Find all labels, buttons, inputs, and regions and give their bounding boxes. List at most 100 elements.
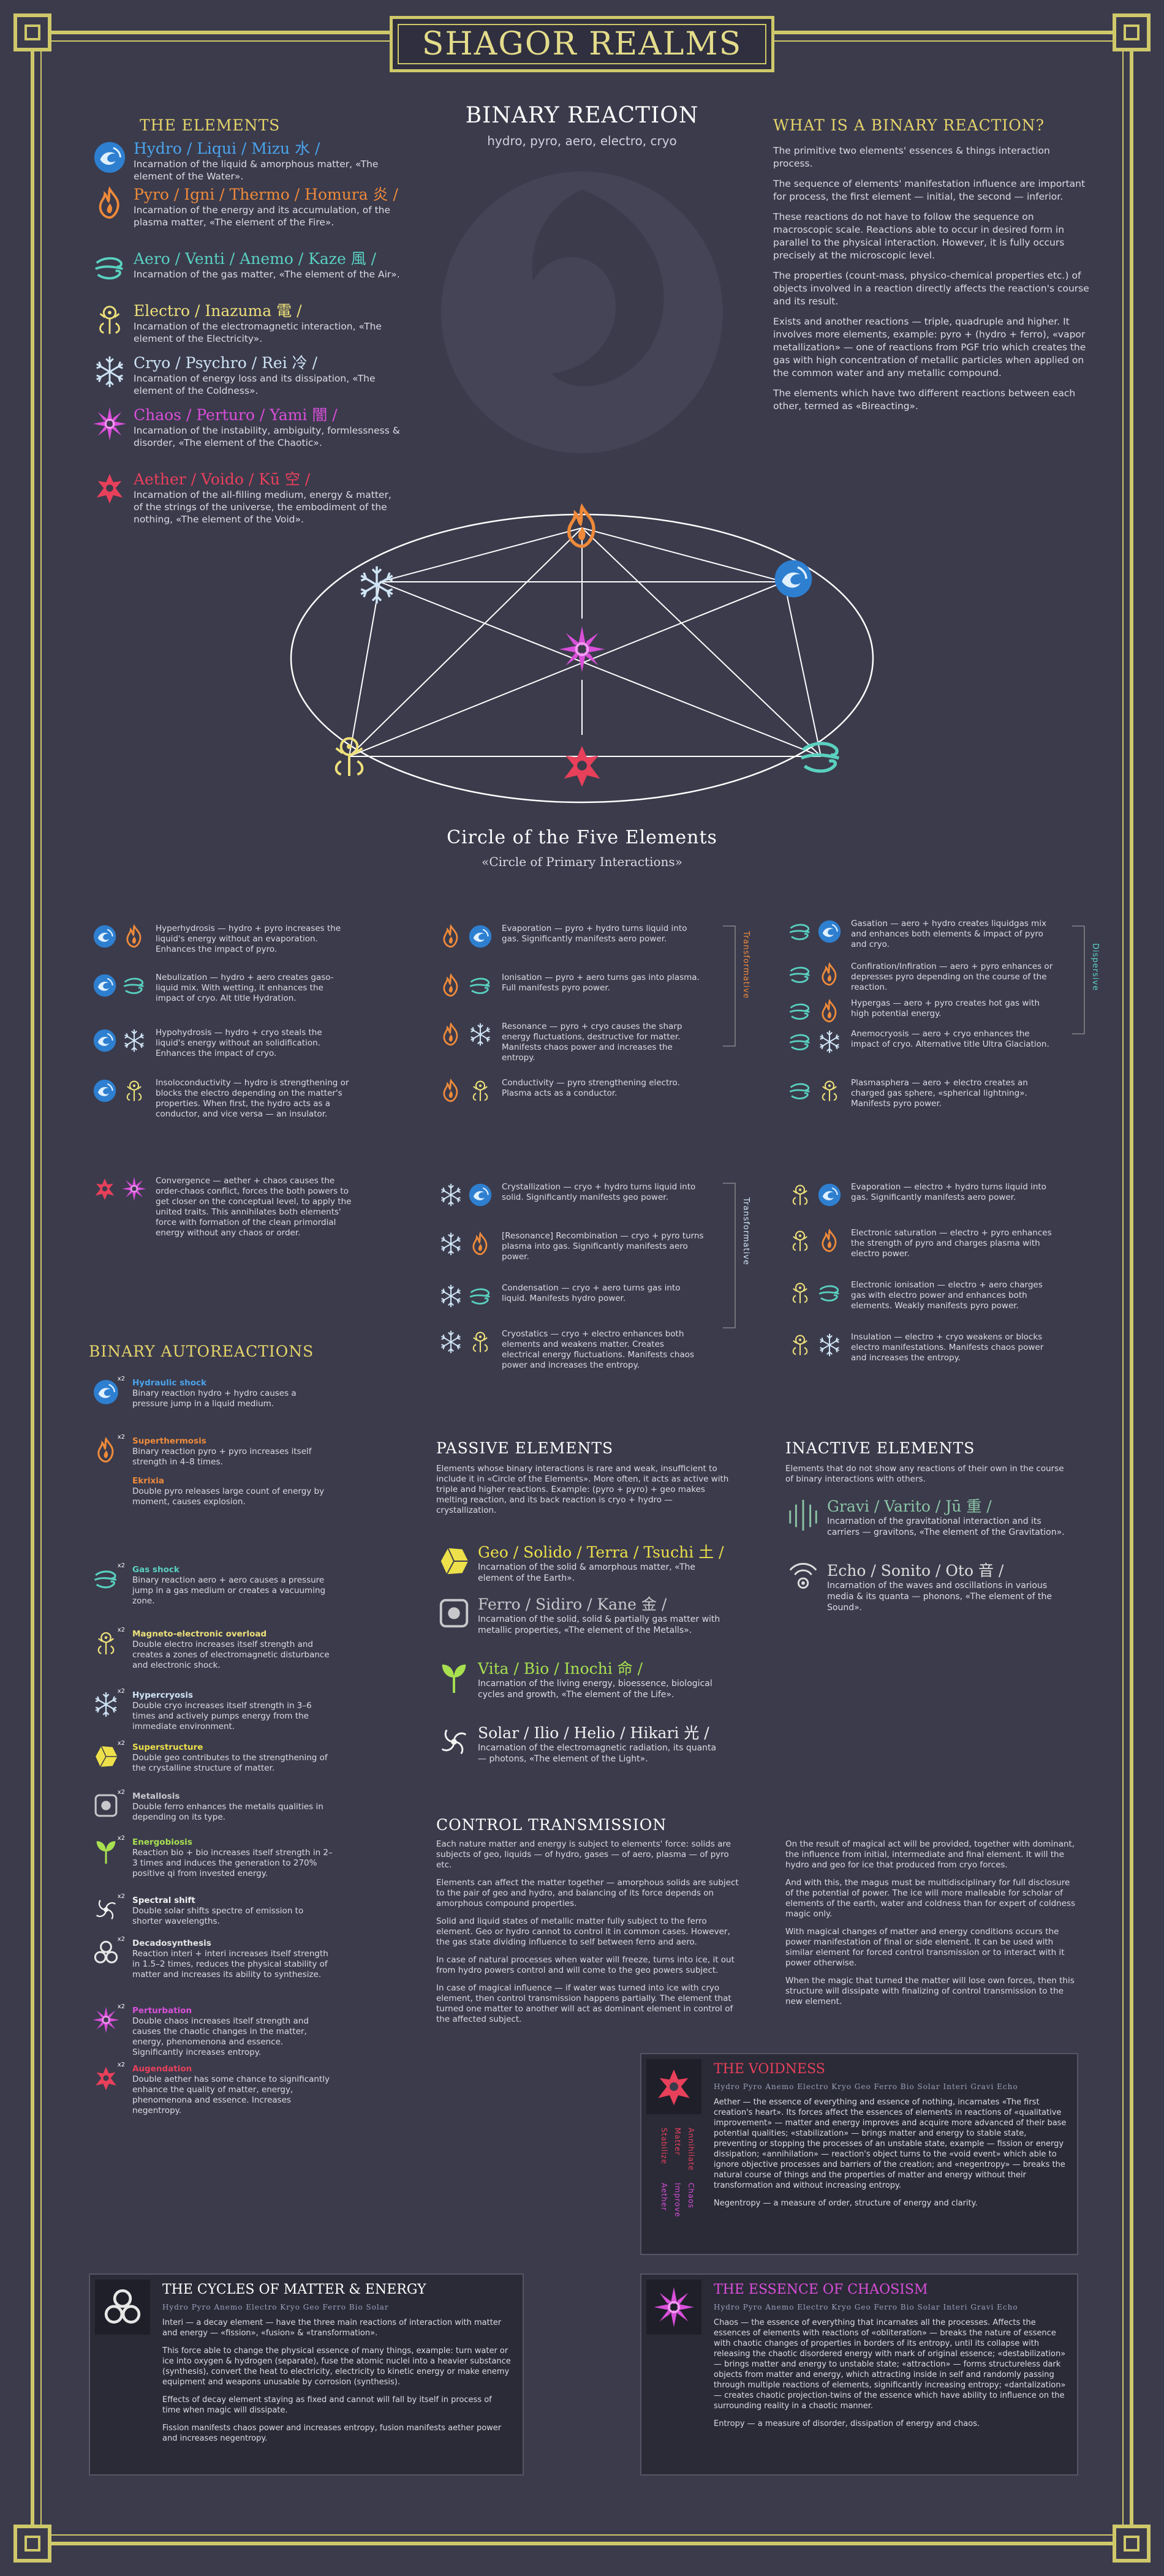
- lightning-icon: [792, 1230, 808, 1252]
- x2-badge: x2: [117, 1893, 125, 1900]
- reaction-text: Hypohydrosis — hydro + cryo steals the l…: [156, 1028, 322, 1058]
- autoreaction-entry: x2 Superthermosis Binary reaction pyro + p…: [92, 1434, 334, 1467]
- element-text: Aether / Voido / Kū 空 / Incarnation of th…: [134, 470, 403, 525]
- element-text: Aero / Venti / Anemo / Kaze 風 / Incarnati…: [134, 250, 403, 285]
- interi-icon: [95, 2280, 150, 2335]
- autoreaction-entry: Ekrixia Double pyro releases large count …: [92, 1476, 334, 1507]
- autoreaction-description: Reaction bio + bio increases itself stre…: [132, 1848, 333, 1878]
- autoreaction-entry: x2 Hydraulic shock Binary reaction hydro +…: [92, 1376, 334, 1409]
- snowflake-icon: [440, 1183, 461, 1207]
- autoreaction-entry: x2 Magneto-electronic overload Double elec…: [92, 1627, 334, 1671]
- control-paragraph: In case of magical influence — if water …: [436, 1983, 733, 2024]
- autoreaction-name: Perturbation: [132, 2006, 192, 2016]
- what-is-paragraph: These reactions do not have to follow th…: [773, 211, 1065, 261]
- autoreaction-entry: x2 Spectral shift Double solar shifts spec…: [92, 1893, 334, 1927]
- autoreaction-text: Perturbation Double chaos increases itsel…: [132, 2006, 334, 2058]
- element-description: Incarnation of the instability, ambiguit…: [134, 425, 400, 448]
- autoreaction-description: Double geo contributes to the strengthen…: [132, 1753, 328, 1773]
- autoreaction-icon-wrap: x2: [92, 1893, 125, 1924]
- gravi-icon: [789, 1499, 817, 1532]
- what-is-paragraph: The primitive two elements' essences & t…: [773, 145, 1050, 169]
- control-paragraph: With magical changes of matter and energ…: [785, 1927, 1065, 1968]
- panel-icon-box: [646, 2280, 701, 2335]
- autoreaction-icon-wrap: x2: [92, 1434, 125, 1464]
- control-paragraph: In case of natural processes when water …: [436, 1955, 735, 1975]
- circle-of-five-elements-diagram: [290, 490, 874, 804]
- flame-icon: [822, 1229, 837, 1252]
- element-name: Vita / Bio / Inochi 命 /: [478, 1660, 643, 1678]
- voidness-side-label: Improve: [673, 2183, 682, 2218]
- voidness-side-label: Chaos: [687, 2183, 695, 2209]
- element-description: Incarnation of the gravitational interac…: [827, 1516, 1065, 1537]
- autoreaction-icon-wrap: x2: [92, 1835, 125, 1866]
- wind-icon: [94, 1570, 118, 1589]
- circle-title: Circle of the Five Elements: [447, 827, 717, 848]
- element-description: Incarnation of the electromagnetic radia…: [478, 1743, 717, 1764]
- element-text: Gravi / Varito / Jū 重 / Incarnation of th…: [827, 1497, 1072, 1538]
- what-is-paragraph: The sequence of elements' manifestation …: [773, 178, 1086, 202]
- water-drop-icon: [93, 924, 117, 949]
- autoreaction-icon-wrap: x2: [92, 2062, 125, 2092]
- autoreaction-entry: x2 Perturbation Double chaos increases its…: [92, 2003, 334, 2058]
- x2-badge: x2: [117, 1627, 125, 1633]
- bracket: [723, 1183, 736, 1328]
- flame-icon: [822, 1000, 837, 1023]
- control-paragraph: Elements can affect the matter together …: [436, 1878, 739, 1908]
- element-text: Cryo / Psychro / Rei 冷 / Incarnation of e…: [134, 354, 403, 397]
- lightning-icon: [792, 1335, 808, 1356]
- autoreaction-entry: x2 Decadosynthesis Reaction interi + inter…: [92, 1936, 334, 1980]
- reaction-text: Ionisation — pyro + aero turns gas into …: [502, 973, 700, 993]
- panel-paragraph: Effects of decay element staying as fixe…: [162, 2395, 492, 2415]
- panel-paragraph: Negentropy — a measure of order, structu…: [714, 2199, 978, 2208]
- wind-icon: [788, 1083, 811, 1099]
- echo-icon: [789, 1562, 817, 1589]
- watermark-emblem-icon: [441, 171, 723, 453]
- bio-icon: [96, 1840, 116, 1865]
- reaction-text: Anemocryosis — aero + cryo enhances the …: [851, 1029, 1049, 1049]
- reaction-entry: Hypergas — aero + pyro creates hot gas w…: [787, 998, 1053, 1024]
- element-description: Incarnation of energy loss and its dissi…: [134, 373, 376, 396]
- reaction-entry: [Resonance] Recombination — cryo + pyro …: [438, 1231, 704, 1262]
- reaction-entry: Crystallization — cryo + hydro turns liq…: [438, 1182, 704, 1208]
- reaction-entry: Insoloconductivity — hydro is strengthen…: [92, 1078, 352, 1120]
- autoreaction-icon-wrap: x2: [92, 1627, 125, 1657]
- voidness-heading: THE VOIDNESS: [714, 2062, 825, 2077]
- element-text: Ferro / Sidiro / Kane 金 / Incarnation of …: [478, 1595, 723, 1636]
- panel-paragraph: Entropy — a measure of disorder, dissipa…: [714, 2419, 980, 2428]
- autoreaction-text: Metallosis Double ferro enhances the meta…: [132, 1791, 334, 1823]
- circle-subtitle: «Circle of Primary Interactions»: [482, 854, 682, 869]
- snowflake-icon: [440, 1284, 461, 1308]
- passive-heading: PASSIVE ELEMENTS: [436, 1439, 614, 1457]
- aether-icon: [96, 473, 123, 504]
- autoreaction-icon-wrap: x2: [92, 1740, 125, 1771]
- interi-icon: [94, 1940, 118, 1964]
- water-drop-icon: [93, 973, 117, 998]
- autoreaction-description: Double aether has some chance to signifi…: [132, 2074, 330, 2115]
- reaction-entry: Evaporation — electro + hydro turns liqu…: [787, 1182, 1053, 1208]
- autoreaction-description: Double pyro releases large count of ener…: [132, 1486, 325, 1507]
- autoreaction-description: Double electro increases itself strength…: [132, 1640, 330, 1670]
- element-name: Solar / Ilio / Helio / Hikari 光 /: [478, 1724, 709, 1742]
- flame-icon: [822, 963, 837, 986]
- autoreaction-text: Superstructure Double geo contributes to …: [132, 1742, 334, 1774]
- wind-icon: [788, 924, 811, 940]
- wind-icon: [788, 1034, 811, 1050]
- reaction-text: Electronic saturation — electro + pyro e…: [851, 1228, 1052, 1259]
- element-description: Incarnation of the solid & amorphous mat…: [478, 1562, 696, 1583]
- water-drop-icon: [817, 1183, 842, 1207]
- reaction-entry: Cryostatics — cryo + electro enhances bo…: [438, 1329, 704, 1371]
- reaction-text: Evaporation — electro + hydro turns liqu…: [851, 1182, 1046, 1202]
- autoreaction-name: Spectral shift: [132, 1896, 195, 1905]
- control-paragraph: When the magic that turned the matter wi…: [785, 1976, 1075, 2006]
- element-description: Incarnation of the living energy, bioess…: [478, 1679, 712, 1700]
- reaction-entry: Evaporation — pyro + hydro turns liquid …: [438, 924, 704, 949]
- element-text: Pyro / Igni / Thermo / Homura 炎 / Incarna…: [134, 186, 403, 228]
- reaction-entry: Nebulization — hydro + aero creates gaso…: [92, 973, 352, 1004]
- control-paragraph: Solid and liquid states of metallic matt…: [436, 1916, 730, 1947]
- reaction-text: Cryostatics — cryo + electro enhances bo…: [502, 1329, 695, 1370]
- what-is-body: The primitive two elements' essences & t…: [773, 145, 1092, 420]
- autoreaction-text: Superthermosis Binary reaction pyro + pyr…: [132, 1436, 334, 1467]
- autoreaction-entry: x2 Energobiosis Reaction bio + bio increas…: [92, 1835, 334, 1879]
- autoreaction-name: Augendation: [132, 2064, 192, 2074]
- reaction-text: Crystallization — cryo + hydro turns liq…: [502, 1182, 696, 1202]
